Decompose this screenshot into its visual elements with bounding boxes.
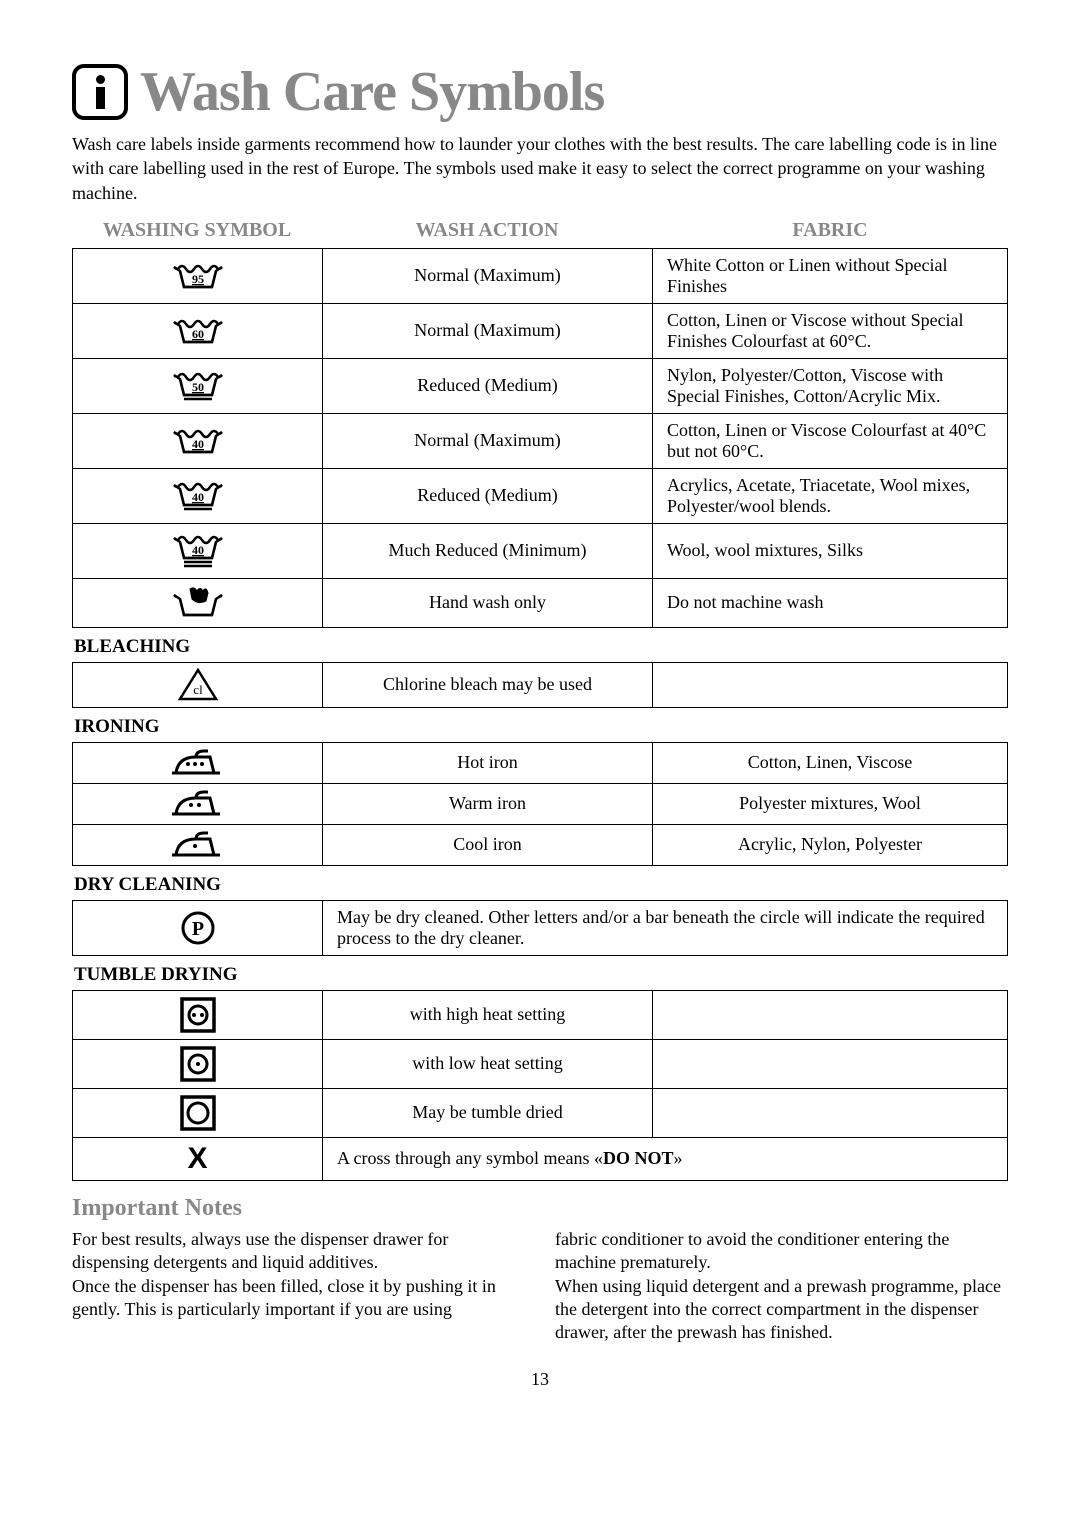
tumble-action: May be tumble dried	[323, 1088, 653, 1137]
iron-fabric: Cotton, Linen, Viscose	[653, 742, 1008, 783]
wash-table: 95 Normal (Maximum) White Cotton or Line…	[72, 248, 1008, 628]
handwash-icon	[73, 578, 323, 627]
wash-icon: 40	[73, 413, 323, 468]
wash-action: Much Reduced (Minimum)	[323, 523, 653, 578]
title-row: Wash Care Symbols	[72, 60, 1008, 124]
wash-icon: 60	[73, 303, 323, 358]
tumble-icon	[73, 1039, 323, 1088]
wash-fabric: White Cotton or Linen without Special Fi…	[653, 248, 1008, 303]
tumble-fabric	[653, 990, 1008, 1039]
section-tumble: TUMBLE DRYING	[72, 956, 1008, 990]
wash-action: Reduced (Medium)	[323, 358, 653, 413]
iron-icon	[73, 783, 323, 824]
iron-table: Hot iron Cotton, Linen, Viscose Warm iro…	[72, 742, 1008, 866]
bleach-icon: cl	[73, 662, 323, 707]
svg-text:P: P	[191, 918, 203, 940]
iron-icon	[73, 742, 323, 783]
dryclean-icon: P	[73, 900, 323, 955]
notes-heading: Important Notes	[72, 1195, 1008, 1222]
dryclean-table: P May be dry cleaned. Other letters and/…	[72, 900, 1008, 956]
svg-text:95: 95	[192, 272, 204, 286]
dryclean-text: May be dry cleaned. Other letters and/or…	[323, 900, 1008, 955]
tumble-action: with low heat setting	[323, 1039, 653, 1088]
table-row: 50 Reduced (Medium) Nylon, Polyester/Cot…	[73, 358, 1008, 413]
page-number: 13	[72, 1369, 1008, 1390]
cross-icon: X	[73, 1137, 323, 1180]
wash-fabric: Acrylics, Acetate, Triacetate, Wool mixe…	[653, 468, 1008, 523]
table-row: X A cross through any symbol means «DO N…	[73, 1137, 1008, 1180]
iron-action: Hot iron	[323, 742, 653, 783]
bleach-table: cl Chlorine bleach may be used	[72, 662, 1008, 708]
table-row: Cool iron Acrylic, Nylon, Polyester	[73, 824, 1008, 865]
wash-action: Normal (Maximum)	[323, 248, 653, 303]
wash-fabric: Cotton, Linen or Viscose without Special…	[653, 303, 1008, 358]
wash-fabric: Wool, wool mixtures, Silks	[653, 523, 1008, 578]
tumble-action: with high heat setting	[323, 990, 653, 1039]
header-action: WASH ACTION	[322, 219, 652, 242]
section-bleaching: BLEACHING	[72, 628, 1008, 662]
notes-left: For best results, always use the dispens…	[72, 1228, 525, 1345]
table-row: May be tumble dried	[73, 1088, 1008, 1137]
svg-text:40: 40	[192, 437, 204, 451]
wash-icon: 40	[73, 523, 323, 578]
table-row: P May be dry cleaned. Other letters and/…	[73, 900, 1008, 955]
wash-icon: 95	[73, 248, 323, 303]
intro-text: Wash care labels inside garments recomme…	[72, 132, 1008, 205]
svg-text:50: 50	[192, 380, 204, 394]
wash-action: Reduced (Medium)	[323, 468, 653, 523]
tumble-fabric	[653, 1039, 1008, 1088]
iron-icon	[73, 824, 323, 865]
wash-action: Normal (Maximum)	[323, 303, 653, 358]
wash-icon: 50	[73, 358, 323, 413]
page-title: Wash Care Symbols	[140, 60, 604, 124]
table-row: cl Chlorine bleach may be used	[73, 662, 1008, 707]
table-row: with high heat setting	[73, 990, 1008, 1039]
section-drycleaning: DRY CLEANING	[72, 866, 1008, 900]
tumble-icon	[73, 990, 323, 1039]
header-symbol: WASHING SYMBOL	[72, 219, 322, 242]
table-row: 95 Normal (Maximum) White Cotton or Line…	[73, 248, 1008, 303]
iron-fabric: Polyester mixtures, Wool	[653, 783, 1008, 824]
iron-fabric: Acrylic, Nylon, Polyester	[653, 824, 1008, 865]
tumble-fabric	[653, 1088, 1008, 1137]
column-headers: WASHING SYMBOL WASH ACTION FABRIC	[72, 219, 1008, 242]
iron-action: Warm iron	[323, 783, 653, 824]
handwash-action: Hand wash only	[323, 578, 653, 627]
tumble-table: with high heat setting with low heat set…	[72, 990, 1008, 1181]
header-fabric: FABRIC	[652, 219, 1008, 242]
wash-action: Normal (Maximum)	[323, 413, 653, 468]
table-row: 40 Much Reduced (Minimum) Wool, wool mix…	[73, 523, 1008, 578]
svg-text:40: 40	[192, 543, 204, 557]
bleach-action: Chlorine bleach may be used	[323, 662, 653, 707]
notes-right: fabric conditioner to avoid the conditio…	[555, 1228, 1008, 1345]
info-icon	[72, 64, 128, 120]
cross-text: A cross through any symbol means «DO NOT…	[323, 1137, 1008, 1180]
table-row: 40 Reduced (Medium) Acrylics, Acetate, T…	[73, 468, 1008, 523]
section-ironing: IRONING	[72, 708, 1008, 742]
table-row: Warm iron Polyester mixtures, Wool	[73, 783, 1008, 824]
table-row: Hand wash only Do not machine wash	[73, 578, 1008, 627]
wash-fabric: Cotton, Linen or Viscose Colourfast at 4…	[653, 413, 1008, 468]
bleach-fabric	[653, 662, 1008, 707]
wash-icon: 40	[73, 468, 323, 523]
wash-fabric: Nylon, Polyester/Cotton, Viscose with Sp…	[653, 358, 1008, 413]
svg-text:60: 60	[192, 327, 204, 341]
table-row: 60 Normal (Maximum) Cotton, Linen or Vis…	[73, 303, 1008, 358]
table-row: with low heat setting	[73, 1039, 1008, 1088]
notes-columns: For best results, always use the dispens…	[72, 1228, 1008, 1345]
iron-action: Cool iron	[323, 824, 653, 865]
svg-text:40: 40	[192, 490, 204, 504]
handwash-fabric: Do not machine wash	[653, 578, 1008, 627]
svg-text:cl: cl	[193, 682, 203, 697]
tumble-icon	[73, 1088, 323, 1137]
table-row: 40 Normal (Maximum) Cotton, Linen or Vis…	[73, 413, 1008, 468]
table-row: Hot iron Cotton, Linen, Viscose	[73, 742, 1008, 783]
